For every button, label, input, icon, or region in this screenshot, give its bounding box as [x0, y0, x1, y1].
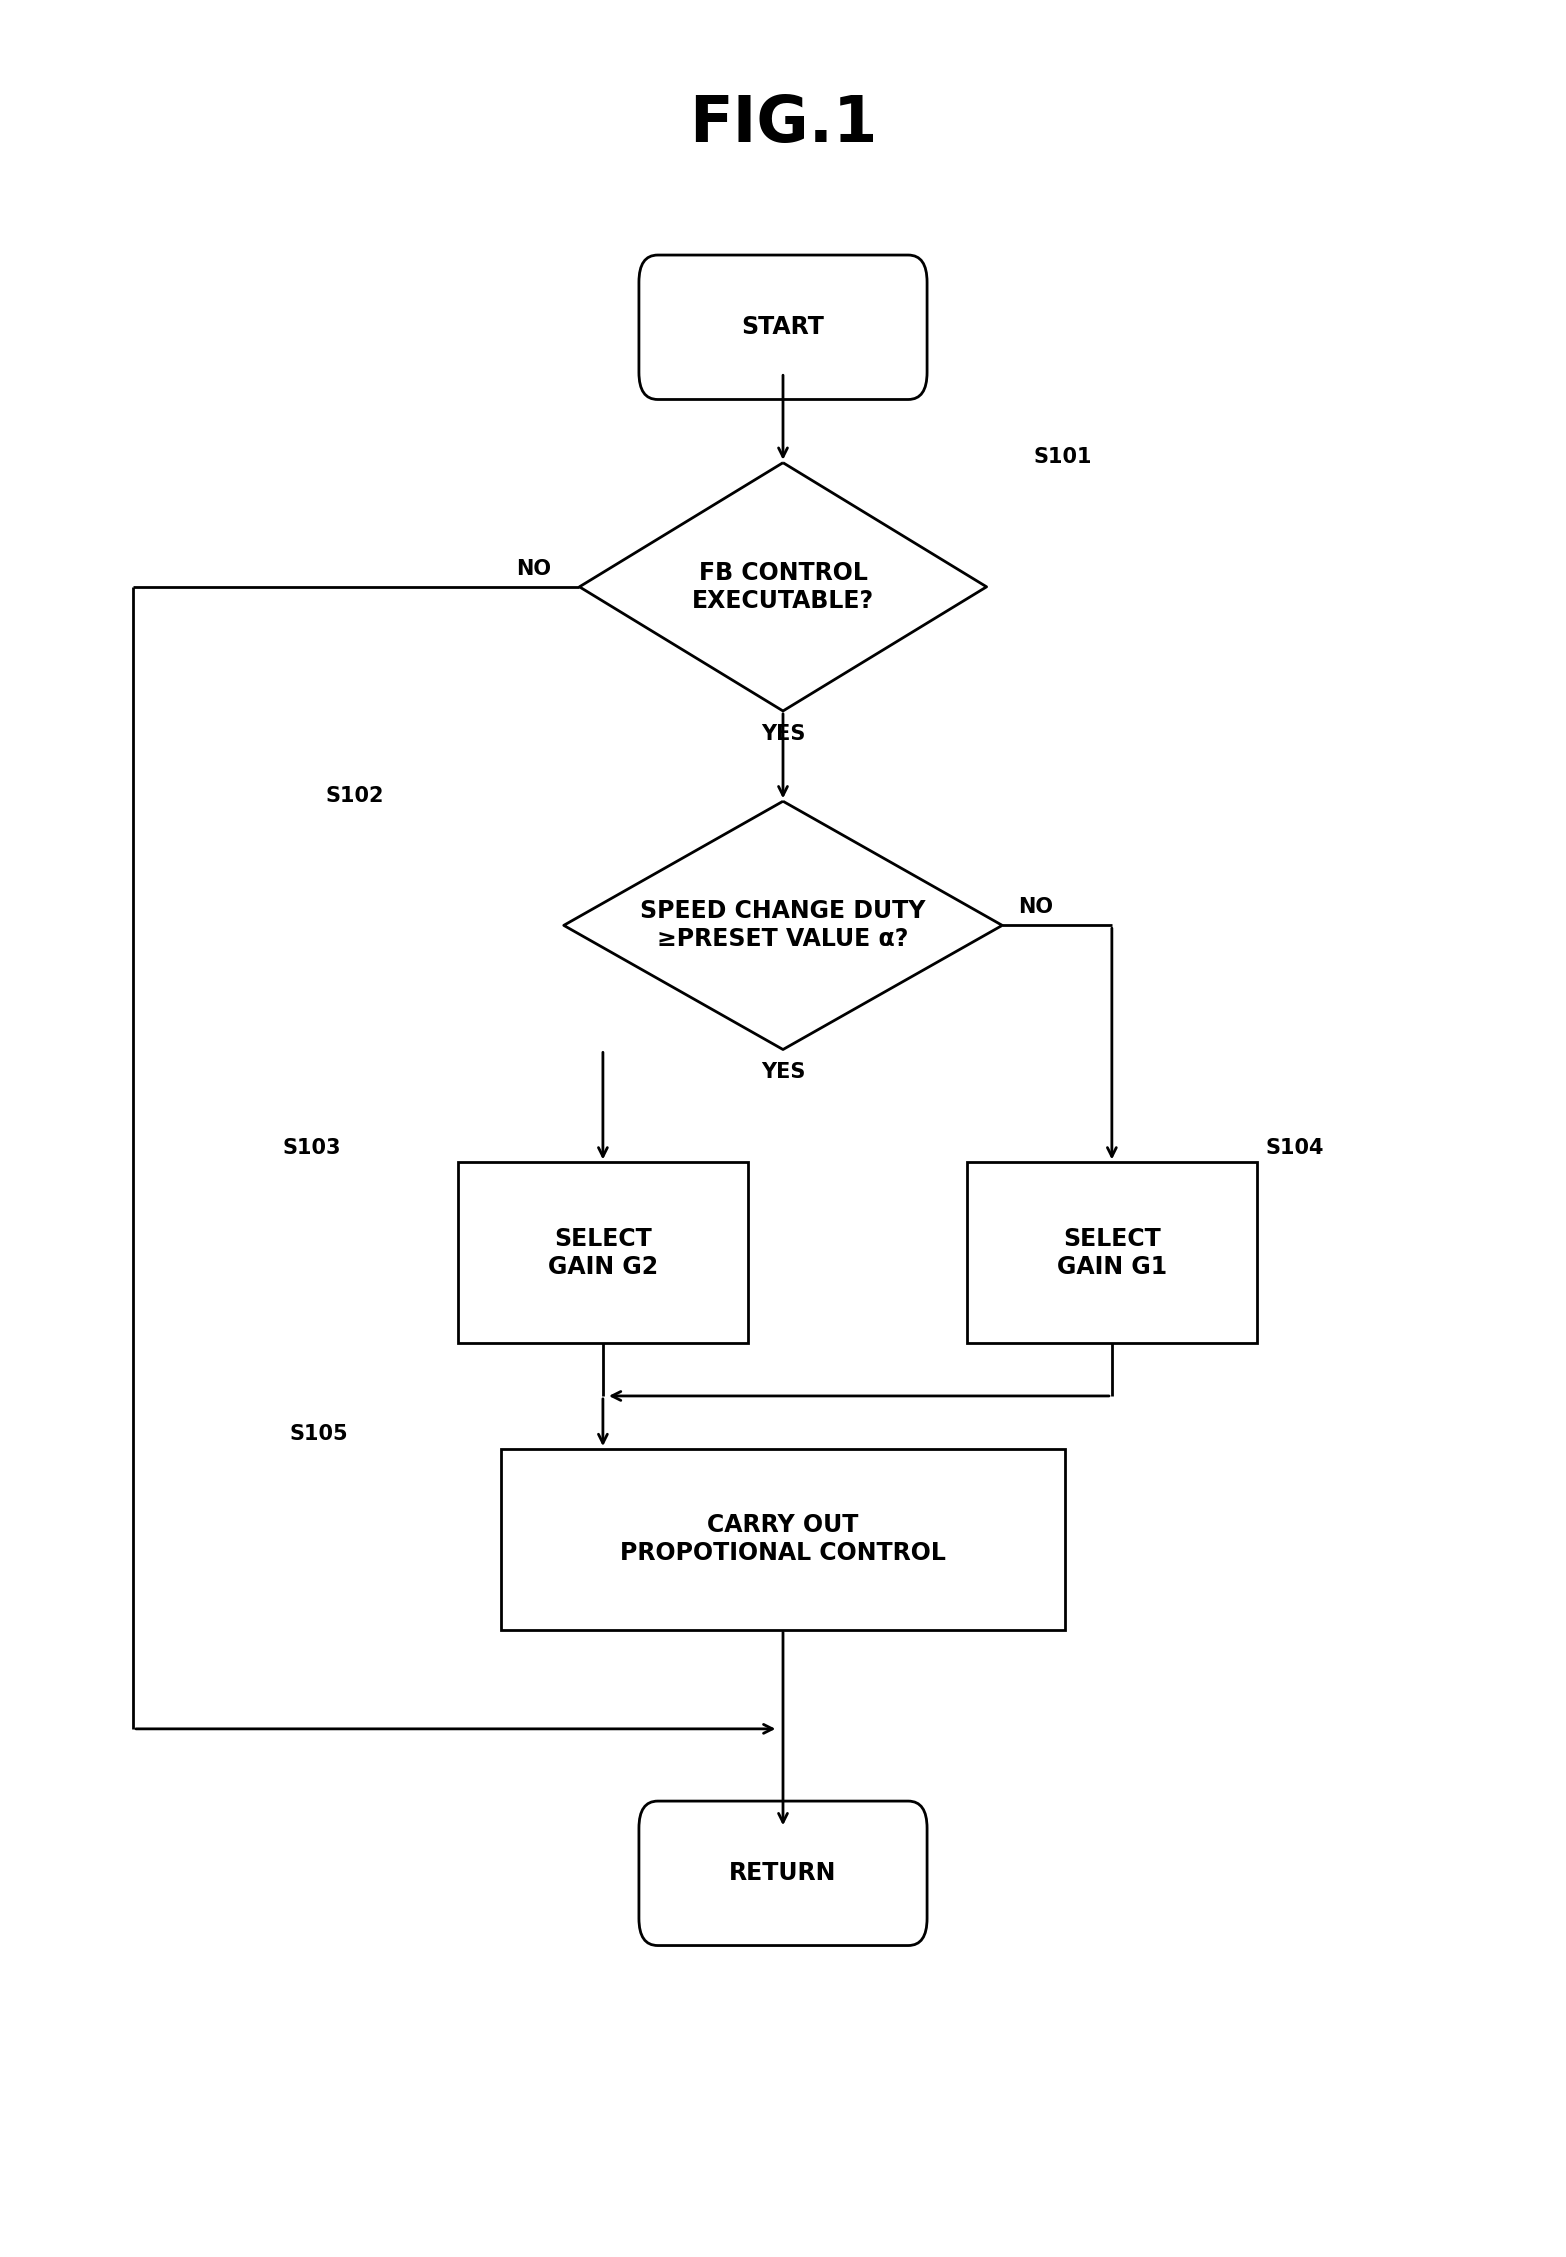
Text: RETURN: RETURN: [730, 1862, 836, 1885]
Text: S105: S105: [290, 1424, 348, 1444]
Text: SELECT
GAIN G2: SELECT GAIN G2: [548, 1228, 658, 1277]
FancyBboxPatch shape: [639, 1801, 927, 1946]
Text: NO: NO: [517, 560, 551, 578]
Bar: [457, 1162, 747, 1343]
Text: START: START: [742, 316, 824, 339]
Text: SELECT
GAIN G1: SELECT GAIN G1: [1057, 1228, 1167, 1277]
Text: SPEED CHANGE DUTY
≥PRESET VALUE α?: SPEED CHANGE DUTY ≥PRESET VALUE α?: [640, 901, 926, 950]
Polygon shape: [579, 463, 987, 711]
Text: YES: YES: [761, 724, 805, 743]
FancyBboxPatch shape: [639, 255, 927, 399]
Text: S103: S103: [283, 1138, 341, 1158]
Polygon shape: [564, 801, 1002, 1050]
Text: CARRY OUT
PROPOTIONAL CONTROL: CARRY OUT PROPOTIONAL CONTROL: [620, 1514, 946, 1564]
Text: FB CONTROL
EXECUTABLE?: FB CONTROL EXECUTABLE?: [692, 562, 874, 612]
Text: NO: NO: [1018, 898, 1052, 916]
Text: YES: YES: [761, 1063, 805, 1081]
Bar: [501, 1449, 1065, 1630]
Text: S102: S102: [326, 785, 384, 806]
Text: S104: S104: [1265, 1138, 1323, 1158]
Text: S101: S101: [1034, 447, 1092, 467]
Text: FIG.1: FIG.1: [689, 93, 877, 156]
Bar: [966, 1162, 1256, 1343]
